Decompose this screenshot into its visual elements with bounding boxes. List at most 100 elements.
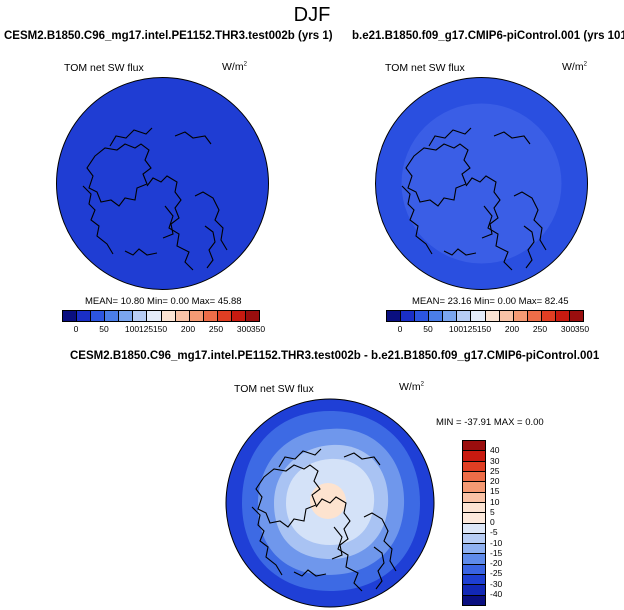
- panel2-inner-field: [401, 103, 562, 264]
- panel2-colorbar-swatch: [499, 311, 514, 321]
- panel2-colorbar-swatch: [457, 311, 472, 321]
- colorbar-tick-label: -15: [490, 547, 503, 558]
- colorbar-tick-label: 25: [490, 465, 500, 476]
- panel1-units-label: W/m2: [222, 61, 247, 73]
- panel1-colorbar-swatch: [161, 311, 176, 321]
- colorbar-tick-label: -10: [490, 537, 503, 548]
- panel2-colorbar-swatch: [401, 311, 416, 321]
- diff-colorbar-swatch: [463, 482, 485, 493]
- panel1-colorbar-swatch: [133, 311, 148, 321]
- panel1-stats: MEAN= 10.80 Min= 0.00 Max= 45.88: [85, 296, 242, 307]
- colorbar-tick-label: 150: [152, 324, 168, 334]
- diff-polar-map: [225, 398, 435, 608]
- diff-coastlines: [251, 448, 397, 592]
- diff-case-title: CESM2.B1850.C96_mg17.intel.PE1152.THR3.t…: [70, 350, 600, 362]
- colorbar-tick-label: 350: [574, 324, 590, 334]
- panel1-colorbar-swatch: [189, 311, 204, 321]
- diff-colorbar-swatch: [463, 513, 485, 524]
- colorbar-tick-label: 250: [208, 324, 224, 334]
- colorbar-tick-label: 350: [250, 324, 266, 334]
- colorbar-tick-label: 20: [490, 476, 500, 486]
- diff-colorbar-swatch: [463, 585, 485, 596]
- colorbar-tick-label: 100: [448, 324, 464, 334]
- colorbar-tick-label: 40: [490, 445, 500, 456]
- panel1-case-title: CESM2.B1850.C96_mg17.intel.PE1152.THR3.t…: [4, 30, 333, 42]
- panel1-colorbar-swatch: [91, 311, 106, 321]
- panel1-colorbar-swatch: [105, 311, 120, 321]
- panel2-colorbar-ticks: 0 50 100 125 150 200 250 300 350: [386, 324, 589, 336]
- panel1-colorbar-swatch: [175, 311, 190, 321]
- panel2-colorbar-swatch: [541, 311, 556, 321]
- panel2-polar-map: [375, 77, 588, 290]
- diff-colorbar-swatch: [463, 575, 485, 586]
- panel2-colorbar-swatch: [429, 311, 444, 321]
- diff-variable-label: TOM net SW flux: [234, 383, 314, 395]
- panel2-colorbar-swatch: [555, 311, 571, 321]
- panel1-colorbar-swatch: [203, 311, 218, 321]
- panel2-colorbar: [386, 310, 584, 322]
- diff-colorbar-swatch: [463, 554, 485, 565]
- colorbar-tick-label: -5: [490, 527, 498, 538]
- colorbar-tick-label: 300: [236, 324, 252, 334]
- panel1-colorbar-swatch: [77, 311, 92, 321]
- panel1-coastlines: [82, 127, 228, 271]
- colorbar-tick-label: 125: [462, 324, 478, 334]
- diff-colorbar-swatch: [463, 564, 485, 576]
- panel1-map-disk: [56, 77, 269, 290]
- panel2-colorbar-swatch: [570, 311, 584, 321]
- diff-colorbar-ticks: 40 30 25 20 15 10 5 0 -5 -10 -15 -20 -25…: [490, 440, 520, 604]
- diff-colorbar-swatch: [463, 441, 485, 452]
- colorbar-tick-label: 0: [490, 517, 495, 527]
- colorbar-tick-label: 0: [73, 324, 79, 334]
- colorbar-tick-label: 50: [99, 324, 109, 334]
- panel2-coastlines: [401, 127, 547, 271]
- panel1-colorbar-swatch: [217, 311, 232, 321]
- colorbar-tick-label: -25: [490, 568, 503, 579]
- diff-colorbar-swatch: [463, 471, 485, 483]
- colorbar-tick-label: 30: [490, 455, 500, 466]
- panel1-colorbar: [62, 310, 260, 322]
- panel1-polar-map: [56, 77, 269, 290]
- diff-colorbar-swatch: [463, 544, 485, 555]
- colorbar-tick-label: -30: [490, 578, 503, 589]
- colorbar-tick-label: -20: [490, 558, 503, 568]
- diff-units-label: W/m2: [399, 381, 424, 393]
- colorbar-tick-label: 50: [423, 324, 433, 334]
- diff-colorbar-swatch: [463, 523, 485, 534]
- panel2-case-title: b.e21.B1850.f09_g17.CMIP6-piControl.001 …: [352, 30, 624, 42]
- panel1-colorbar-swatch: [119, 311, 134, 321]
- panel1-variable-label: TOM net SW flux: [64, 62, 144, 74]
- colorbar-tick-label: 150: [476, 324, 492, 334]
- colorbar-tick-label: 200: [504, 324, 520, 334]
- panel2-colorbar-swatch: [415, 311, 430, 321]
- panel2-colorbar-swatch: [387, 311, 402, 321]
- colorbar-tick-label: 300: [560, 324, 576, 334]
- diff-colorbar-swatch: [463, 461, 485, 472]
- colorbar-tick-label: 0: [397, 324, 403, 334]
- colorbar-tick-label: 100: [124, 324, 140, 334]
- colorbar-tick-label: 125: [138, 324, 154, 334]
- panel2-colorbar-swatch: [471, 311, 486, 321]
- panel2-variable-label: TOM net SW flux: [385, 62, 465, 74]
- panel1-colorbar-swatch: [63, 311, 78, 321]
- diff-colorbar: [462, 440, 486, 606]
- panel2-colorbar-swatch: [513, 311, 528, 321]
- colorbar-tick-label: 5: [490, 506, 495, 517]
- diff-colorbar-swatch: [463, 451, 485, 462]
- colorbar-tick-label: 200: [180, 324, 196, 334]
- panel2-units-label: W/m2: [562, 61, 587, 73]
- colorbar-tick-label: 250: [532, 324, 548, 334]
- figure-title: DJF: [293, 4, 331, 26]
- diff-colorbar-swatch: [463, 492, 485, 503]
- panel2-colorbar-swatch: [443, 311, 458, 321]
- panel2-colorbar-swatch: [527, 311, 542, 321]
- colorbar-tick-label: 10: [490, 496, 500, 507]
- diff-colorbar-swatch: [463, 595, 485, 605]
- panel2-colorbar-swatch: [485, 311, 500, 321]
- diff-center-patch: [310, 483, 346, 519]
- panel2-stats: MEAN= 23.16 Min= 0.00 Max= 82.45: [412, 296, 569, 307]
- panel1-colorbar-swatch: [246, 311, 260, 321]
- diff-colorbar-swatch: [463, 502, 485, 514]
- panel1-colorbar-ticks: 0 50 100 125 150 200 250 300 350: [62, 324, 265, 336]
- diff-colorbar-swatch: [463, 533, 485, 545]
